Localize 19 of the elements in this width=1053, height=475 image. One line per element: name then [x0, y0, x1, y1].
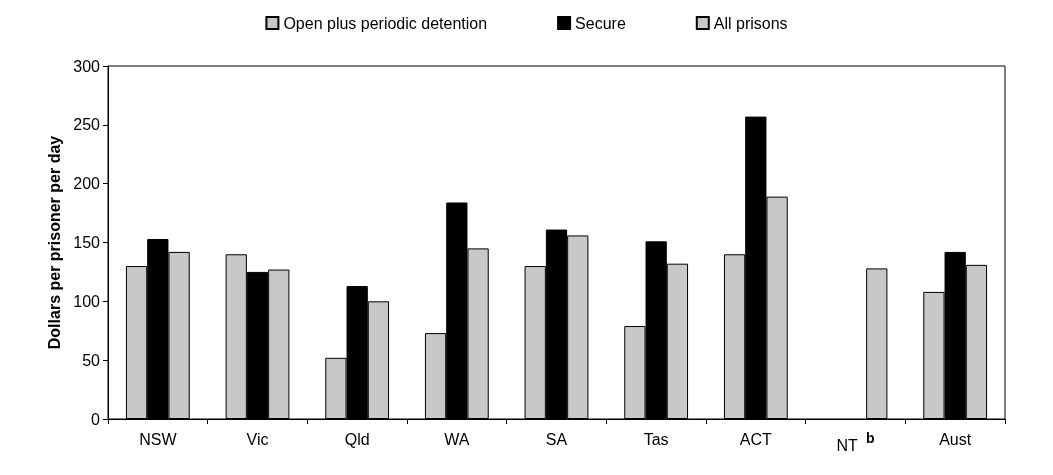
x-tick-label: WA: [444, 430, 470, 448]
legend-label: Secure: [575, 14, 626, 32]
y-tick-label: 250: [73, 116, 101, 134]
legend-label: All prisons: [713, 14, 788, 32]
x-tick-label: Qld: [344, 430, 370, 448]
x-tick-label: ACT: [739, 430, 773, 448]
y-tick-label: 200: [73, 175, 101, 193]
x-tick-label: Vic: [246, 430, 269, 448]
x-tick-label: NSW: [139, 430, 178, 448]
y-tick-label: 150: [73, 234, 101, 251]
x-tick-label: Aust: [939, 430, 972, 448]
y-tick-label: 100: [73, 292, 101, 310]
y-tick-label: 0: [91, 410, 101, 428]
y-tick-label: 300: [73, 57, 101, 75]
x-tick-label: SA: [545, 430, 568, 448]
y-tick-label: 50: [82, 351, 101, 369]
x-tick-label: Tas: [643, 430, 669, 448]
y-axis-title: Dollars per prisoner per day: [45, 135, 63, 350]
legend-label: Open plus periodic detention: [283, 14, 488, 32]
